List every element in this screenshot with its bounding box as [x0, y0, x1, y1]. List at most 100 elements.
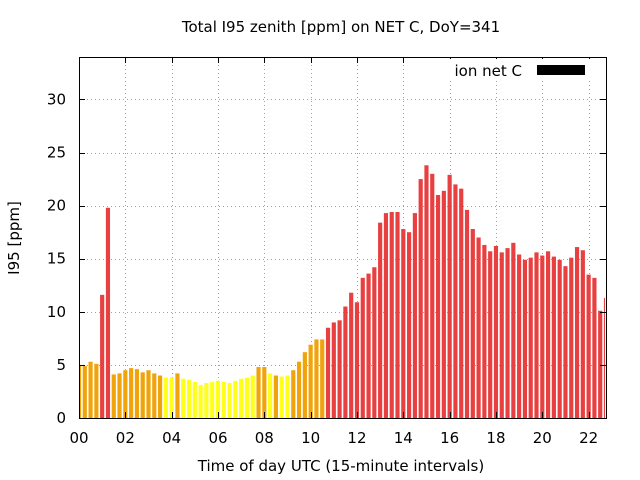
- x-tick-label: 10: [301, 429, 320, 447]
- bar: [169, 377, 174, 418]
- bar: [157, 375, 163, 418]
- bar: [360, 277, 365, 418]
- bar: [401, 229, 406, 418]
- bar: [204, 382, 209, 418]
- bars: [80, 165, 605, 418]
- x-axis-label: Time of day UTC (15-minute intervals): [197, 457, 484, 475]
- bar: [105, 207, 111, 418]
- x-tick-label: 20: [533, 429, 552, 447]
- bar: [117, 373, 122, 418]
- x-tick-label: 22: [579, 429, 598, 447]
- bar: [407, 232, 412, 418]
- bar: [273, 375, 278, 418]
- bar: [528, 257, 533, 418]
- bar: [129, 368, 134, 418]
- bar: [447, 174, 452, 418]
- y-axis-label: I95 [ppm]: [5, 201, 23, 275]
- bar: [343, 306, 348, 418]
- bar: [435, 195, 441, 418]
- bar: [476, 237, 481, 418]
- bar: [308, 344, 313, 418]
- bar: [551, 256, 556, 418]
- bar: [383, 213, 389, 418]
- bar: [331, 322, 336, 418]
- bar: [163, 377, 168, 418]
- bar: [418, 179, 423, 418]
- bar: [453, 184, 458, 418]
- x-tick-label: 18: [486, 429, 505, 447]
- bar: [580, 250, 585, 418]
- bar: [175, 373, 180, 418]
- bar: [540, 255, 545, 418]
- bar: [221, 381, 226, 418]
- bar: [88, 361, 93, 418]
- bar: [198, 385, 203, 418]
- bar: [134, 369, 139, 418]
- bar: [598, 310, 603, 418]
- bar: [152, 373, 157, 418]
- bar: [239, 378, 244, 418]
- bar: [464, 209, 470, 418]
- y-tick-label: 30: [47, 90, 66, 108]
- bar: [320, 339, 325, 418]
- bar: [517, 254, 522, 418]
- bar: [233, 380, 238, 418]
- bar: [569, 257, 574, 418]
- bar: [279, 376, 284, 418]
- bar: [522, 259, 528, 418]
- chart-title: Total I95 zenith [ppm] on NET C, DoY=341: [181, 18, 500, 36]
- bar: [250, 375, 255, 418]
- x-tick-label: 14: [394, 429, 413, 447]
- x-tick-label: 04: [162, 429, 181, 447]
- bar: [227, 382, 232, 418]
- bar: [296, 361, 302, 418]
- bar: [314, 339, 319, 418]
- bar: [546, 251, 551, 418]
- bar: [412, 213, 417, 418]
- bar: [140, 372, 145, 418]
- bar: [366, 273, 371, 418]
- bar: [470, 229, 475, 418]
- bar: [574, 247, 580, 418]
- y-tick-label: 0: [56, 409, 66, 427]
- bar: [499, 252, 504, 418]
- bar: [244, 377, 250, 418]
- bar: [349, 292, 354, 418]
- y-tick-label: 15: [47, 250, 66, 268]
- bar: [291, 370, 296, 418]
- bar: [354, 302, 360, 418]
- bar: [424, 165, 429, 418]
- plot-frame: [79, 57, 607, 419]
- bar: [557, 259, 562, 418]
- bar: [82, 365, 87, 418]
- x-tick-label: 16: [440, 429, 459, 447]
- bar: [459, 188, 464, 418]
- bar: [186, 379, 192, 418]
- bar: [482, 244, 487, 418]
- bar: [586, 274, 591, 418]
- bar: [325, 327, 331, 418]
- x-tick-label: 08: [255, 429, 274, 447]
- y-tick-label: 10: [47, 303, 66, 321]
- x-tick-label: 06: [208, 429, 227, 447]
- bar: [372, 267, 377, 418]
- bar: [603, 298, 605, 418]
- bar: [123, 370, 128, 418]
- bar: [337, 320, 342, 418]
- bar: [563, 266, 568, 418]
- bar: [395, 212, 400, 418]
- bar: [181, 378, 186, 418]
- bar: [441, 190, 446, 418]
- bar: [493, 245, 499, 418]
- legend-swatch: [537, 65, 585, 75]
- bar: [80, 364, 82, 418]
- bar: [592, 277, 597, 418]
- x-tick-label: 02: [116, 429, 135, 447]
- bar: [215, 380, 221, 418]
- x-tick-label: 00: [69, 429, 88, 447]
- bar: [505, 248, 510, 418]
- bar: [256, 367, 261, 418]
- x-tick-label: 12: [347, 429, 366, 447]
- bar: [302, 352, 307, 418]
- bar: [389, 212, 394, 418]
